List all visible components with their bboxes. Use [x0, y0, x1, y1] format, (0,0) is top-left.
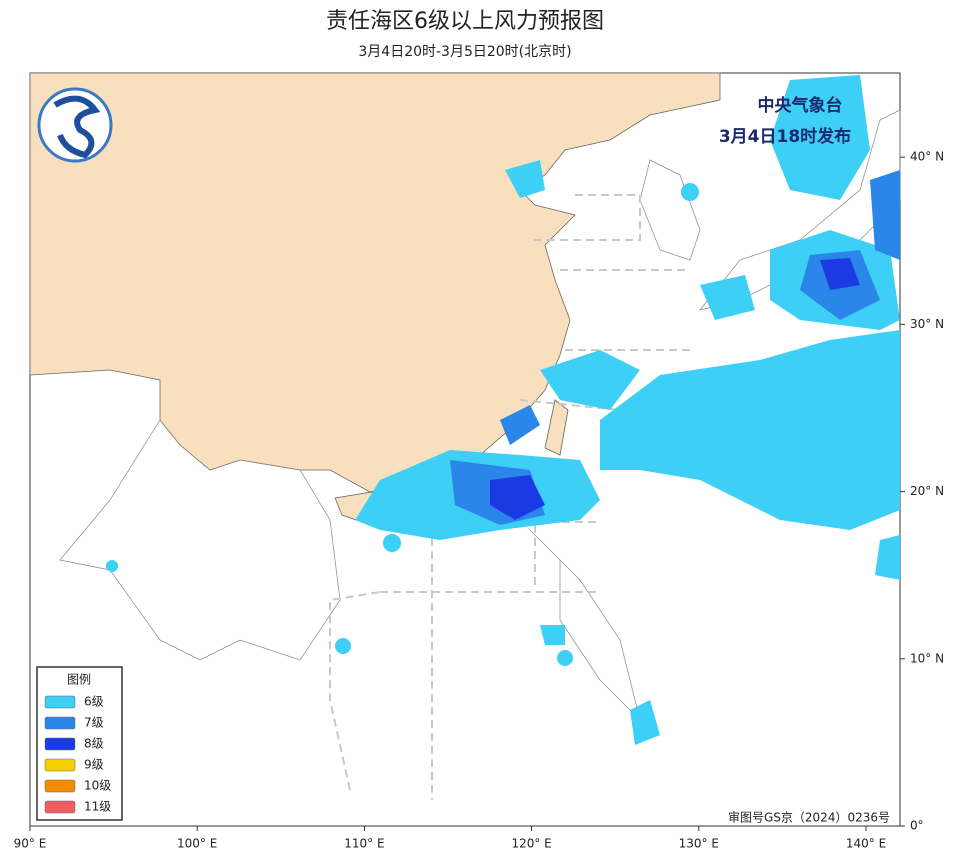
subtitle: 3月4日20时-3月5日20时(北京时)	[358, 44, 571, 60]
legend-swatch	[44, 695, 76, 709]
x-tick-label: 90° E	[14, 837, 47, 851]
legend-swatch	[44, 737, 76, 751]
wind-areas	[106, 75, 900, 745]
legend-swatch	[44, 779, 76, 793]
logo	[37, 87, 113, 163]
x-tick-label: 100° E	[177, 837, 217, 851]
y-tick-label: 10° N	[910, 651, 944, 665]
legend-title: 图例	[67, 673, 91, 687]
publisher-org: 中央气象台	[758, 95, 843, 116]
legend-label: 8级	[84, 737, 104, 751]
approval-number: 审图号GS京（2024）0236号	[728, 810, 890, 825]
y-tick-label: 30° N	[910, 317, 944, 331]
title: 责任海区6级以上风力预报图	[326, 9, 604, 34]
legend-label: 7级	[84, 716, 104, 730]
legend-label: 9级	[84, 758, 104, 772]
legend-swatch	[44, 758, 76, 772]
legend-label: 6级	[84, 695, 104, 709]
x-tick-label: 120° E	[511, 837, 551, 851]
y-tick-label: 40° N	[910, 150, 944, 164]
y-tick-label: 20° N	[910, 484, 944, 498]
legend: 图例 6级 7级 8级 9级 10级 11级	[36, 666, 123, 821]
x-tick-label: 140° E	[846, 837, 886, 851]
legend-label: 10级	[84, 779, 111, 793]
legend-swatch	[44, 716, 76, 730]
x-tick-label: 110° E	[344, 837, 384, 851]
legend-swatch	[44, 800, 76, 814]
legend-label: 11级	[84, 800, 111, 814]
issue-time: 3月4日18时发布	[719, 126, 851, 147]
y-tick-label: 0°	[910, 819, 924, 833]
x-tick-label: 130° E	[679, 837, 719, 851]
land	[29, 72, 901, 722]
